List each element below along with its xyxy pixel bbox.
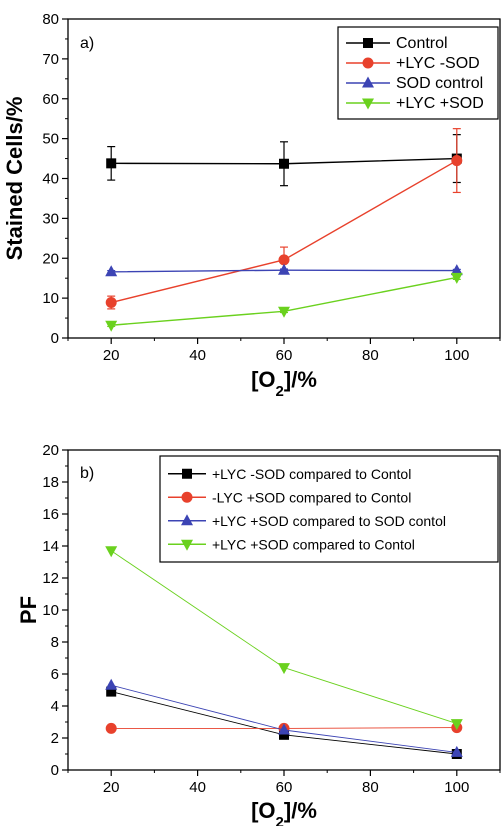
panel-a-legend: Control +LYC -SOD SOD control +LYC +SOD — [337, 26, 499, 120]
panel-a-legend-marker — [363, 38, 373, 48]
panel-b-x-tick-label: 40 — [189, 779, 206, 796]
panel-a-y-tick-label: 30 — [42, 210, 59, 227]
panel-a-data-point — [106, 158, 117, 169]
panel-b-data-point — [278, 663, 290, 675]
panel-b-data-point — [278, 723, 290, 735]
panel-a-chart: 0 10 20 30 40 50 60 70 80 20 40 60 80 100 [O2]/% Staine… — [2, 11, 501, 400]
panel-b-y-axis-title: PF — [16, 596, 41, 624]
panel-b-legend-marker — [181, 539, 193, 551]
panel-b-series-line — [111, 691, 457, 755]
panel-b-series-4 — [105, 546, 463, 731]
panel-b-y-tick-label: 14 — [42, 538, 59, 555]
panel-b-legend-label: +LYC -SOD compared to Contol — [212, 466, 411, 482]
panel-a-x-tick-label: 60 — [276, 347, 293, 364]
panel-a-series-3 — [105, 263, 463, 277]
panel-b-y-tick-label: 18 — [42, 474, 59, 491]
panel-b-data-point — [105, 678, 118, 690]
panel-a-data-point — [105, 297, 117, 309]
panel-b-y-tick-label: 4 — [51, 698, 59, 715]
panel-a-legend-marker — [362, 57, 374, 69]
panel-b-data-point — [450, 745, 463, 757]
panel-b-data-point — [105, 546, 118, 558]
panel-a-series-2 — [105, 128, 463, 310]
panel-a-data-point — [450, 264, 463, 276]
panel-a-data-point — [278, 263, 290, 275]
panel-a-data-point — [105, 320, 118, 332]
panel-a-y-tick-label: 70 — [42, 51, 59, 68]
panel-b-legend-label: +LYC +SOD compared to Contol — [212, 536, 415, 552]
panel-b-y-tick-label: 6 — [51, 666, 59, 683]
panel-a-y-tick-label: 10 — [42, 290, 59, 307]
panel-a-legend-label: Control — [396, 35, 448, 52]
panel-b-legend-marker — [182, 468, 192, 479]
panel-b-series-3 — [105, 678, 463, 757]
panel-b-data-point — [105, 722, 117, 734]
panel-b-legend-label: +LYC +SOD compared to SOD contol — [212, 513, 446, 529]
panel-b-legend-label: -LYC +SOD compared to Contol — [212, 489, 411, 505]
panel-a-y-tick-label: 20 — [42, 250, 59, 267]
panel-a-y-tick-label: 0 — [51, 330, 59, 347]
panel-a-x-tick-label: 80 — [362, 347, 379, 364]
panel-b-y-tick-label: 16 — [42, 506, 59, 523]
panel-a-data-point — [279, 158, 289, 169]
panel-a-legend-marker — [362, 98, 374, 110]
panel-a-x-tick-label: 40 — [189, 347, 206, 364]
panel-b-x-axis-title: [O2]/% — [251, 798, 317, 826]
panel-a-legend-label: SOD control — [396, 75, 483, 92]
panel-a-data-point — [451, 155, 463, 167]
panel-a-y-axis-title: Stained Cells/% — [2, 97, 27, 261]
panel-a-legend-marker — [362, 76, 374, 88]
panel-b-data-point — [279, 729, 289, 740]
panel-b-data-point — [450, 719, 463, 731]
panel-b-x-tick-label: 100 — [444, 779, 469, 796]
panel-b-legend-box — [159, 455, 499, 563]
panel-b-y-tick-label: 20 — [42, 442, 59, 459]
panel-a-y-tick-label: 80 — [42, 11, 59, 28]
panel-a-data-point — [278, 254, 290, 266]
panel-b-legend-marker — [181, 514, 193, 526]
panel-a-x-tick-label: 20 — [103, 347, 120, 364]
panel-b-x-tick-label: 80 — [362, 779, 379, 796]
panel-a-legend-label: +LYC -SOD — [396, 55, 480, 72]
panel-b-data-point — [106, 686, 117, 697]
panel-a-y-tick-label: 50 — [42, 131, 59, 148]
panel-b-x-tick-label: 60 — [276, 779, 293, 796]
panel-b-y-tick-label: 10 — [42, 602, 59, 619]
panel-a-legend-label: +LYC +SOD — [396, 95, 484, 112]
panel-b-y-tick-label: 2 — [51, 730, 59, 747]
panel-a-series-line — [111, 276, 457, 326]
panel-a-series-4 — [105, 272, 463, 332]
panel-b-y-tick-label: 12 — [42, 570, 59, 587]
panel-a-data-point — [278, 306, 290, 318]
panel-a-data-point — [450, 272, 463, 284]
panel-b-series-line — [110, 550, 457, 725]
panel-a-y-tick-label: 40 — [42, 171, 59, 188]
panel-a-series-1 — [106, 134, 462, 187]
panel-b-panel-label: b) — [80, 465, 94, 482]
panel-a-x-tick-label: 100 — [444, 347, 469, 364]
panel-b-legend-marker — [181, 491, 193, 503]
panel-a-x-axis-title: [O2]/% — [251, 367, 317, 400]
panel-b-legend: +LYC -SOD compared to Contol -LYC +SOD co… — [159, 455, 499, 563]
panel-b-y-tick-label: 0 — [51, 762, 59, 779]
panel-a-panel-label: a) — [80, 35, 94, 52]
panel-b-series-line — [111, 684, 457, 753]
panel-b-y-tick-label: 8 — [51, 634, 59, 651]
panel-b-chart: 0 2 4 6 8 10 12 14 16 18 20 20 40 60 80 100 [O2]/% PF b) +L… — [16, 442, 501, 826]
panel-a-data-point — [105, 265, 118, 277]
panel-a-y-tick-label: 60 — [42, 91, 59, 108]
panel-b-x-tick-label: 20 — [103, 779, 120, 796]
